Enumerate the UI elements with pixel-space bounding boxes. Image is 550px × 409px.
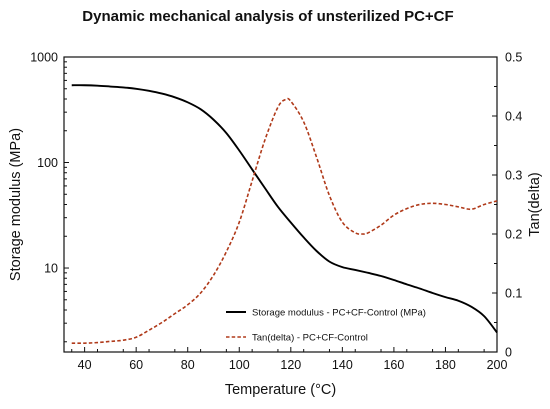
right-y-axis: 0 0.1 0.2 0.3 0.4 0.5 <box>492 51 522 360</box>
left-y-tick-label: 10 <box>44 262 58 276</box>
x-tick-label: 120 <box>280 358 301 372</box>
series-layer <box>71 84 498 344</box>
x-tick-label: 160 <box>383 358 404 372</box>
right-y-tick-label: 0 <box>505 346 512 360</box>
left-y-axis-label: Storage modulus (MPa) <box>8 128 24 281</box>
right-y-tick-label: 0.4 <box>505 110 522 124</box>
tan-delta-line <box>71 97 498 344</box>
x-tick-label: 140 <box>332 358 353 372</box>
x-tick-label: 180 <box>435 358 456 372</box>
legend-entry-label: Storage modulus - PC+CF-Control (MPa) <box>252 308 426 319</box>
left-y-tick-label: 100 <box>37 156 58 170</box>
x-tick-label: 40 <box>78 358 92 372</box>
chart-title: Dynamic mechanical analysis of unsterili… <box>82 8 453 25</box>
x-tick-label: 60 <box>129 358 143 372</box>
legend-entry-label: Tan(delta) - PC+CF-Control <box>252 333 368 344</box>
x-tick-label: 100 <box>229 358 250 372</box>
storage-modulus-line <box>71 84 498 334</box>
x-axis: 40 60 80 100 120 140 160 180 200 <box>71 347 508 372</box>
right-y-tick-label: 0.3 <box>505 169 522 183</box>
left-y-axis: 10 100 1000 <box>30 51 69 343</box>
right-y-tick-label: 0.5 <box>505 51 522 65</box>
left-y-tick-label: 1000 <box>30 51 58 65</box>
right-y-tick-label: 0.2 <box>505 228 522 242</box>
right-y-tick-label: 0.1 <box>505 287 522 301</box>
x-axis-label: Temperature (°C) <box>225 382 336 398</box>
legend: Storage modulus - PC+CF-Control (MPa) Tan… <box>226 308 426 344</box>
x-tick-label: 200 <box>487 358 508 372</box>
x-tick-label: 80 <box>181 358 195 372</box>
right-y-axis-label: Tan(delta) <box>527 172 543 236</box>
